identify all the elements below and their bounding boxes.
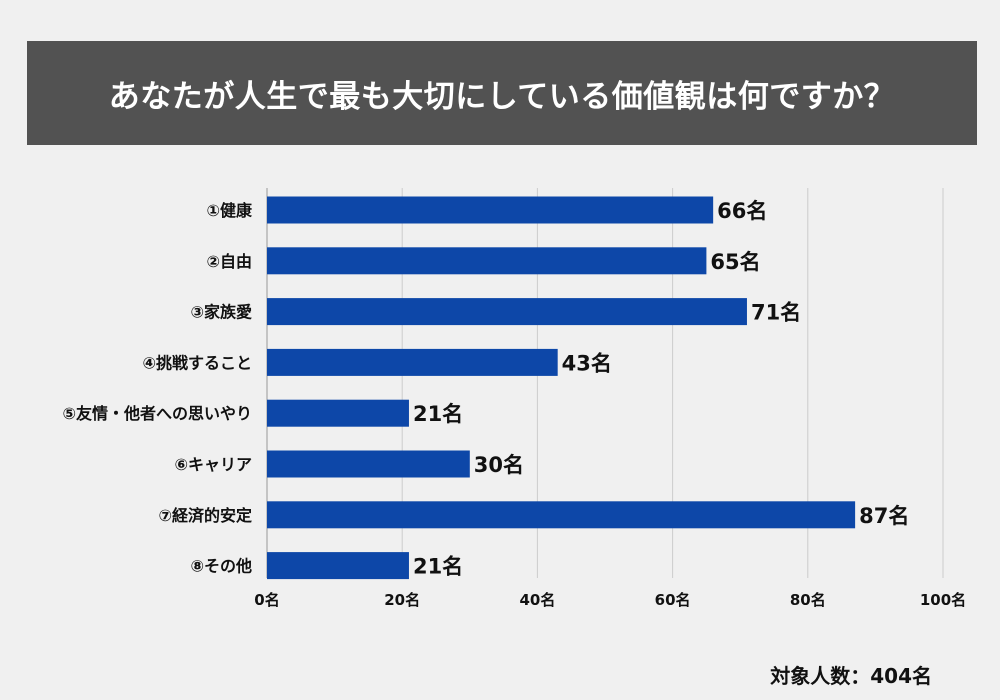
x-tick-label: 100名	[920, 591, 966, 609]
value-label: 21名	[413, 555, 463, 579]
value-label: 66名	[717, 199, 767, 223]
value-label: 65名	[710, 250, 760, 274]
bar-5	[267, 399, 409, 427]
x-tick-label: 20名	[384, 591, 420, 609]
value-label: 43名	[562, 351, 612, 375]
category-label: ④挑戦すること	[142, 353, 252, 372]
chart-title: あなたが人生で最も大切にしている価値観は何ですか？	[108, 78, 896, 115]
bar-3	[267, 298, 747, 326]
bars	[267, 196, 856, 580]
category-label: ①健康	[206, 201, 253, 220]
sample-size-note: 対象人数：404名	[770, 664, 932, 688]
bar-6	[267, 450, 470, 478]
category-label: ③家族愛	[190, 303, 252, 322]
category-label: ⑤友情・他者への思いやり	[62, 404, 252, 423]
category-label: ⑥キャリア	[174, 455, 252, 474]
x-tick-label: 80名	[790, 591, 826, 609]
bar-2	[267, 247, 707, 275]
category-label: ⑦経済的安定	[158, 506, 252, 525]
x-tick-label: 0名	[254, 591, 279, 609]
title-banner: あなたが人生で最も大切にしている価値観は何ですか？	[27, 41, 977, 145]
bar-7	[267, 501, 856, 529]
bar-1	[267, 196, 714, 224]
x-tick-label: 60名	[655, 591, 691, 609]
value-label: 21名	[413, 402, 463, 426]
x-tick-label: 40名	[519, 591, 555, 609]
value-label: 87名	[859, 504, 909, 528]
category-label: ⑧その他	[190, 557, 252, 576]
labels: 0名 20名 40名 60名 80名 100名 ①健康 66名 ②自由 65名 ③家族愛 71名 ④挑戦…	[62, 199, 966, 609]
value-label: 30名	[474, 453, 524, 477]
bar-8	[267, 552, 409, 580]
bar-4	[267, 348, 558, 376]
value-label: 71名	[751, 301, 801, 325]
category-label: ②自由	[206, 252, 252, 271]
